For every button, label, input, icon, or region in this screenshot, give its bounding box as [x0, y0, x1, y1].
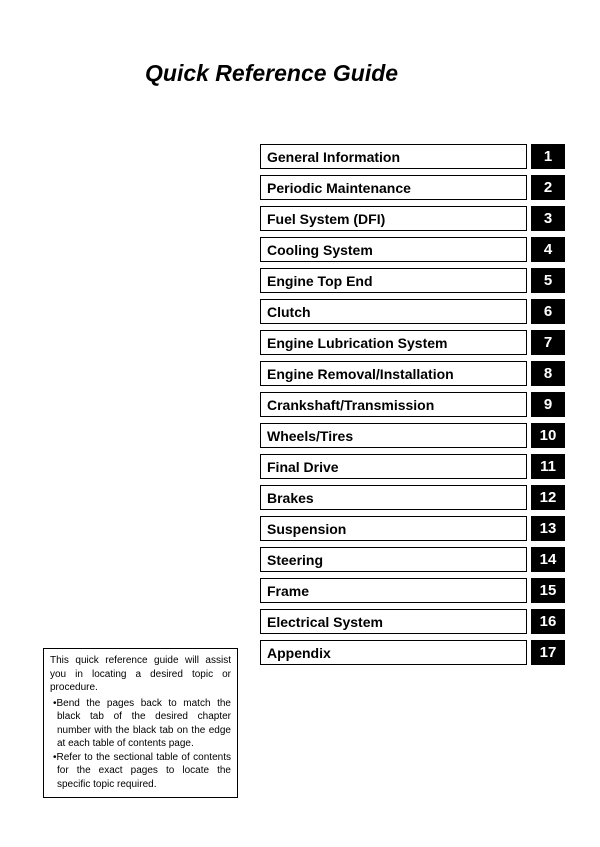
toc-label: Cooling System: [260, 237, 527, 262]
toc-row: Periodic Maintenance 2: [260, 175, 565, 200]
toc-row: Fuel System (DFI) 3: [260, 206, 565, 231]
toc-row: Appendix 17: [260, 640, 565, 665]
toc-label: Brakes: [260, 485, 527, 510]
toc-tab: 17: [531, 640, 565, 665]
toc-label: Clutch: [260, 299, 527, 324]
toc-tab: 8: [531, 361, 565, 386]
note-bullet: •Bend the pages back to match the black …: [50, 697, 231, 751]
toc-row: Wheels/Tires 10: [260, 423, 565, 448]
note-bullet: •Refer to the sectional table of content…: [50, 751, 231, 792]
toc-label: Engine Lubrication System: [260, 330, 527, 355]
toc-label: Frame: [260, 578, 527, 603]
toc-tab: 5: [531, 268, 565, 293]
toc-row: Suspension 13: [260, 516, 565, 541]
toc-label: Suspension: [260, 516, 527, 541]
toc-tab: 9: [531, 392, 565, 417]
toc-row: Steering 14: [260, 547, 565, 572]
toc-row: Engine Lubrication System 7: [260, 330, 565, 355]
toc-label: Wheels/Tires: [260, 423, 527, 448]
page-title: Quick Reference Guide: [145, 60, 398, 87]
toc-row: Final Drive 11: [260, 454, 565, 479]
toc-tab: 15: [531, 578, 565, 603]
toc-tab: 13: [531, 516, 565, 541]
toc-row: Engine Top End 5: [260, 268, 565, 293]
toc-label: Engine Top End: [260, 268, 527, 293]
toc-tab: 7: [531, 330, 565, 355]
toc-tab: 3: [531, 206, 565, 231]
toc-tab: 14: [531, 547, 565, 572]
toc-label: Crankshaft/Transmission: [260, 392, 527, 417]
toc-tab: 11: [531, 454, 565, 479]
toc-label: Steering: [260, 547, 527, 572]
toc-row: Frame 15: [260, 578, 565, 603]
instruction-note-box: This quick reference guide will assist y…: [43, 648, 238, 798]
toc-tab: 16: [531, 609, 565, 634]
toc-row: Engine Removal/Installation 8: [260, 361, 565, 386]
toc-tab: 12: [531, 485, 565, 510]
toc-row: Electrical System 16: [260, 609, 565, 634]
toc-container: General Information 1 Periodic Maintenan…: [260, 144, 565, 671]
toc-label: Engine Removal/Installation: [260, 361, 527, 386]
toc-label: Electrical System: [260, 609, 527, 634]
toc-tab: 6: [531, 299, 565, 324]
toc-tab: 2: [531, 175, 565, 200]
toc-tab: 4: [531, 237, 565, 262]
toc-row: Cooling System 4: [260, 237, 565, 262]
toc-label: Fuel System (DFI): [260, 206, 527, 231]
toc-label: Final Drive: [260, 454, 527, 479]
toc-label: Appendix: [260, 640, 527, 665]
toc-row: Brakes 12: [260, 485, 565, 510]
toc-label: Periodic Maintenance: [260, 175, 527, 200]
note-intro-text: This quick reference guide will assist y…: [50, 654, 231, 695]
toc-tab: 10: [531, 423, 565, 448]
toc-row: Clutch 6: [260, 299, 565, 324]
toc-row: Crankshaft/Transmission 9: [260, 392, 565, 417]
toc-row: General Information 1: [260, 144, 565, 169]
toc-label: General Information: [260, 144, 527, 169]
toc-tab: 1: [531, 144, 565, 169]
